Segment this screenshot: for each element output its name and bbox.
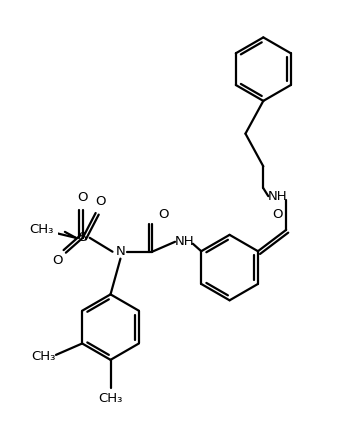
Text: CH₃: CH₃ bbox=[98, 392, 123, 405]
Text: N: N bbox=[115, 245, 125, 258]
Text: S: S bbox=[37, 223, 45, 236]
Text: O: O bbox=[78, 190, 88, 204]
Text: O: O bbox=[272, 208, 282, 222]
Text: CH₃: CH₃ bbox=[29, 223, 53, 236]
Text: O: O bbox=[53, 254, 63, 267]
Text: NH: NH bbox=[267, 190, 287, 202]
Text: S: S bbox=[39, 223, 47, 236]
Text: O: O bbox=[95, 195, 106, 208]
Text: NH: NH bbox=[175, 235, 195, 248]
Text: O: O bbox=[158, 208, 169, 222]
Text: S: S bbox=[79, 231, 87, 244]
Text: CH₃: CH₃ bbox=[31, 351, 55, 363]
FancyBboxPatch shape bbox=[26, 222, 58, 238]
